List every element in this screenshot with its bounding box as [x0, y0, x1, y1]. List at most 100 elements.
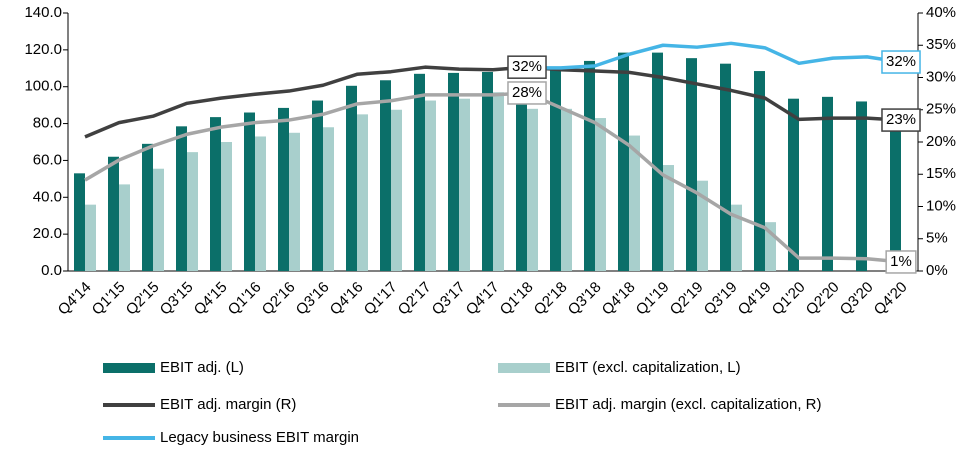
- x-tick-label: Q2'16: [259, 279, 299, 319]
- x-tick-label: Q3'19: [701, 279, 741, 319]
- x-tick-label: Q2'20: [803, 279, 843, 319]
- line: [84, 65, 902, 139]
- value-label: 23%: [886, 111, 916, 128]
- x-tick-label: Q3'17: [429, 279, 469, 319]
- legend-label: EBIT adj. margin (excl. capitalization, …: [555, 396, 822, 413]
- bar: [720, 63, 731, 271]
- x-tick-label: Q3'20: [837, 279, 877, 319]
- value-label-box: [881, 50, 921, 74]
- y-tick-label: 100.0: [24, 78, 62, 95]
- x-tick-label: Q1'20: [769, 279, 809, 319]
- bar: [629, 135, 640, 271]
- x-tick-label: Q1'17: [361, 279, 401, 319]
- y-tick-label: 40.0: [33, 188, 62, 205]
- y2-tick-label: 10%: [926, 197, 956, 214]
- bar: [822, 96, 833, 271]
- x-tick-label: Q4'17: [463, 279, 503, 319]
- x-tick-label: Q4'15: [191, 279, 231, 319]
- x-tick-label: Q3'16: [293, 279, 333, 319]
- y2-tick-label: 25%: [926, 101, 956, 118]
- bar: [142, 143, 153, 271]
- bar: [380, 80, 391, 271]
- x-tick-label: Q4'19: [735, 279, 775, 319]
- bar: [357, 114, 368, 271]
- bar: [697, 180, 708, 271]
- x-tick-label: Q2'18: [531, 279, 571, 319]
- x-tick-label: Q1'16: [225, 279, 265, 319]
- y-tick-label: 80.0: [33, 115, 62, 132]
- value-label-box: [881, 108, 921, 132]
- bar: [255, 136, 266, 271]
- bar: [686, 58, 697, 272]
- y2-tick-label: 15%: [926, 165, 956, 182]
- bar: [289, 132, 300, 271]
- bar: [425, 100, 436, 272]
- bar: [312, 100, 323, 272]
- y-tick-label: 60.0: [33, 151, 62, 168]
- bar: [482, 71, 493, 271]
- bar: [448, 72, 459, 272]
- legend-label: Legacy business EBIT margin: [160, 429, 359, 446]
- bar: [85, 204, 96, 271]
- bar: [652, 52, 663, 271]
- value-label-box: [507, 55, 547, 79]
- x-tick-label: Q1'18: [497, 279, 537, 319]
- bar: [210, 117, 221, 271]
- x-tick-label: Q1'15: [89, 279, 129, 319]
- value-label-box: [507, 81, 547, 105]
- x-tick-label: Q4'18: [599, 279, 639, 319]
- y-tick-label: 20.0: [33, 225, 62, 242]
- bar: [323, 127, 334, 271]
- bar: [754, 71, 765, 271]
- y-tick-label: 140.0: [24, 4, 62, 21]
- bar: [856, 101, 867, 271]
- x-tick-label: Q2'15: [123, 279, 163, 319]
- bar: [414, 73, 425, 271]
- bar: [176, 126, 187, 271]
- legend-label: EBIT (excl. capitalization, L): [555, 359, 741, 376]
- bar: [584, 60, 595, 271]
- x-tick-label: Q4'14: [55, 279, 95, 319]
- bar: [108, 156, 119, 271]
- x-tick-label: Q2'19: [667, 279, 707, 319]
- value-label: 1%: [890, 253, 912, 270]
- bar: [346, 85, 357, 272]
- legend-swatch: [498, 363, 550, 373]
- y2-tick-label: 30%: [926, 68, 956, 85]
- bar: [550, 68, 561, 272]
- bar: [561, 108, 572, 271]
- y2-tick-label: 0%: [926, 262, 948, 279]
- value-label: 32%: [512, 58, 542, 75]
- y2-tick-label: 35%: [926, 36, 956, 53]
- bar: [153, 168, 164, 271]
- bar: [221, 142, 232, 271]
- bar: [618, 52, 629, 271]
- y2-tick-label: 20%: [926, 133, 956, 150]
- bar: [119, 184, 130, 271]
- y2-tick-label: 40%: [926, 4, 956, 21]
- y-tick-label: 0.0: [41, 262, 62, 279]
- bar: [663, 165, 674, 271]
- bar: [516, 99, 527, 271]
- x-tick-label: Q3'18: [565, 279, 605, 319]
- line: [527, 41, 902, 70]
- bar: [788, 98, 799, 271]
- bar: [278, 107, 289, 272]
- y2-tick-label: 5%: [926, 230, 948, 247]
- bar: [731, 204, 742, 271]
- value-label: 28%: [512, 84, 542, 101]
- bar: [74, 173, 85, 271]
- bar: [391, 109, 402, 271]
- x-tick-label: Q2'17: [395, 279, 435, 319]
- y-tick-label: 120.0: [24, 41, 62, 58]
- legend-label: EBIT adj. (L): [160, 359, 244, 376]
- bar: [765, 222, 776, 271]
- x-tick-label: Q3'15: [157, 279, 197, 319]
- x-tick-label: Q1'19: [633, 279, 673, 319]
- bar: [459, 98, 470, 271]
- x-tick-label: Q4'16: [327, 279, 367, 319]
- bar: [493, 92, 504, 271]
- bar: [890, 125, 901, 272]
- bar: [244, 112, 255, 271]
